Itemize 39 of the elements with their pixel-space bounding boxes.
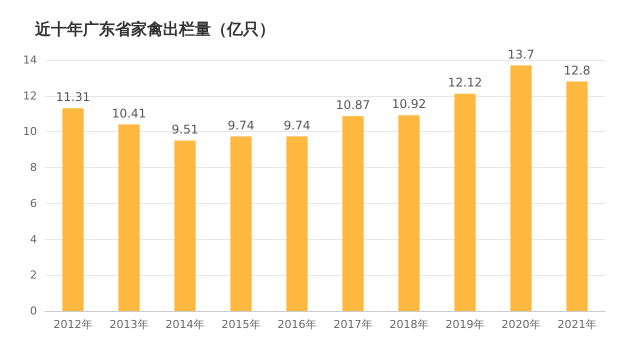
x-tick-label: 2013年 <box>110 318 148 331</box>
x-tick-label: 2021年 <box>558 318 596 331</box>
y-tick-label: 2 <box>30 268 37 282</box>
data-label: 9.51 <box>172 122 198 136</box>
bar <box>118 124 140 311</box>
data-label: 9.74 <box>284 118 310 132</box>
y-tick-label: 6 <box>30 196 37 210</box>
data-label: 10.41 <box>112 106 146 120</box>
x-tick-label: 2012年 <box>54 318 92 331</box>
y-tick-label: 0 <box>30 304 37 318</box>
x-tick-label: 2018年 <box>390 318 428 331</box>
y-tick-label: 10 <box>23 125 37 138</box>
bar <box>286 136 308 311</box>
data-label: 11.31 <box>56 90 90 104</box>
data-label: 13.7 <box>508 47 534 62</box>
x-tick-label: 2015年 <box>222 318 260 331</box>
x-tick-label: 2016年 <box>278 318 316 331</box>
x-tick-label: 2019年 <box>446 318 484 331</box>
bar <box>342 116 364 311</box>
y-tick-label: 4 <box>30 232 37 246</box>
bar <box>62 108 84 311</box>
chart-title: 近十年广东省家禽出栏量（亿只） <box>34 20 275 38</box>
bar <box>174 140 196 311</box>
data-label: 10.87 <box>336 98 370 112</box>
bar <box>454 94 476 311</box>
bar <box>566 82 588 311</box>
x-tick-label: 2017年 <box>334 318 372 331</box>
data-label: 9.74 <box>228 118 254 132</box>
data-label: 10.92 <box>392 97 426 112</box>
y-tick-label: 14 <box>23 54 37 66</box>
x-tick-label: 2020年 <box>502 318 540 331</box>
y-tick-label: 12 <box>23 89 37 102</box>
bar <box>230 136 252 311</box>
bar <box>510 65 532 311</box>
data-label: 12.8 <box>564 64 590 78</box>
data-label: 12.12 <box>448 76 482 90</box>
bar <box>398 115 420 311</box>
y-tick-label: 8 <box>30 161 37 174</box>
x-tick-label: 2014年 <box>166 318 204 331</box>
